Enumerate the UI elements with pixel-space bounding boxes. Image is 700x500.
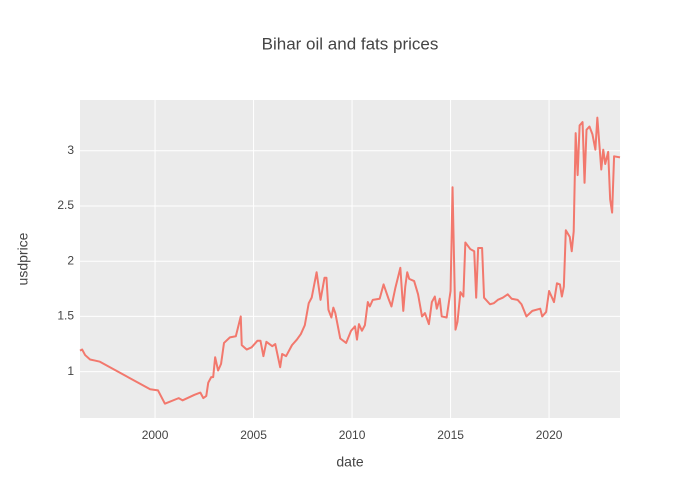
y-tick-label: 3: [67, 143, 74, 157]
y-tick-label: 2: [67, 253, 74, 267]
y-axis-title: usdprice: [15, 232, 31, 285]
x-tick-label: 2015: [437, 428, 464, 442]
plot-area: [80, 100, 620, 418]
y-tick-label: 1: [67, 364, 74, 378]
y-tick-label: 1.5: [57, 309, 74, 323]
y-tick-label: 2.5: [57, 198, 74, 212]
price-line: [79, 116, 621, 405]
x-tick-label: 2010: [339, 428, 366, 442]
chart-title: Bihar oil and fats prices: [262, 34, 439, 53]
x-tick-label: 2000: [142, 428, 169, 442]
x-tick-label: 2020: [536, 428, 563, 442]
x-axis-title: date: [336, 454, 363, 470]
x-tick-label: 2005: [240, 428, 267, 442]
